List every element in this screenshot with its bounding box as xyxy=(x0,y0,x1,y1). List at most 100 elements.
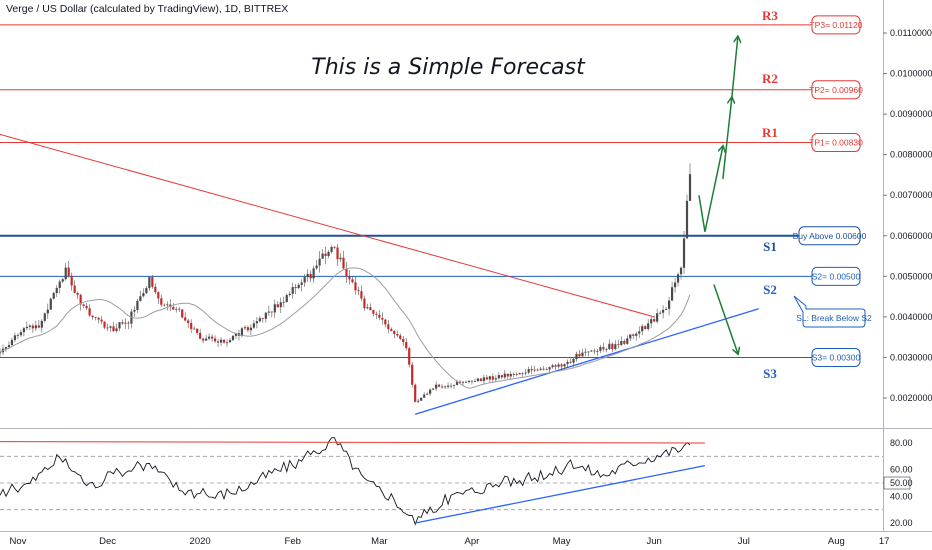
candle-body xyxy=(61,279,64,282)
candle-body xyxy=(647,323,650,330)
candle-body xyxy=(545,369,548,371)
candle-body xyxy=(569,361,572,363)
candle-body xyxy=(240,328,244,336)
candle-body xyxy=(656,313,659,322)
candle-body xyxy=(393,330,396,334)
candle-body xyxy=(49,298,52,310)
rsi-tick-label: 50.00 xyxy=(890,478,913,488)
candle-body xyxy=(34,325,37,329)
candle-body xyxy=(533,369,536,371)
candle-body xyxy=(291,287,294,294)
level-box-frame xyxy=(811,347,861,367)
candle-body xyxy=(542,368,545,370)
candle-body xyxy=(139,296,142,301)
resistance-trendline xyxy=(0,133,655,318)
candle-body xyxy=(154,286,157,293)
candle-body xyxy=(76,292,79,295)
candle-body xyxy=(572,359,575,363)
candle-body xyxy=(584,351,587,353)
level-box-frame xyxy=(811,266,861,286)
candle-body xyxy=(16,335,20,336)
candle-body xyxy=(267,311,270,313)
candle-body xyxy=(446,385,450,387)
candle-body xyxy=(124,322,127,324)
rsi-line xyxy=(0,437,691,526)
level-box-r3: TP3= 0.01120 xyxy=(809,15,863,35)
candle-body xyxy=(106,327,109,329)
time-tick-label: 17 xyxy=(879,536,890,547)
candle-body xyxy=(246,327,250,331)
candle-body xyxy=(575,353,578,360)
rsi-tick-label: 40.00 xyxy=(890,491,913,501)
candle-body xyxy=(37,325,40,328)
candle-body xyxy=(31,325,34,329)
candle-body xyxy=(210,336,214,339)
candle-body xyxy=(602,347,605,350)
candle-body xyxy=(306,273,309,278)
candle-body xyxy=(249,327,253,331)
candle-body xyxy=(440,386,444,388)
candle-body xyxy=(172,306,175,310)
candle-body xyxy=(333,246,336,248)
candle-body xyxy=(225,342,229,344)
candle-body xyxy=(402,339,405,343)
rsi-support-trendline xyxy=(415,465,706,524)
level-box-text: Buy Above 0.00600 xyxy=(793,231,867,241)
candle-body xyxy=(43,313,46,321)
candle-body xyxy=(184,317,187,321)
candle-body xyxy=(372,310,375,314)
candle-body xyxy=(7,345,11,348)
stop-loss-box: SL: Break Below S2 xyxy=(793,295,872,328)
candle-body xyxy=(213,338,217,342)
candle-body xyxy=(488,376,491,380)
candle-body xyxy=(497,375,500,379)
candle-body xyxy=(115,328,118,332)
candle-body xyxy=(127,322,130,324)
candle-body xyxy=(384,319,387,325)
candle-body xyxy=(548,367,551,370)
candle-body xyxy=(500,375,503,378)
candle-body xyxy=(46,309,49,314)
candle-body xyxy=(587,351,590,353)
candle-body xyxy=(264,312,267,319)
candle-body xyxy=(10,339,14,346)
candle-body xyxy=(473,380,477,382)
candle-body xyxy=(673,282,677,288)
level-label-s3: S3 xyxy=(763,366,777,381)
candle-body xyxy=(282,301,285,303)
candle-body xyxy=(482,377,485,381)
candle-body xyxy=(88,308,91,316)
candle-body xyxy=(405,342,408,349)
candle-body xyxy=(653,319,656,322)
candle-body xyxy=(479,378,483,381)
candle-body xyxy=(67,267,70,276)
candle-body xyxy=(330,246,333,252)
candle-body xyxy=(261,318,264,319)
candle-body xyxy=(426,393,429,395)
time-tick-label: Mar xyxy=(371,536,387,547)
candle-body xyxy=(351,279,354,283)
candle-body xyxy=(632,334,635,336)
candle-body xyxy=(285,294,288,302)
support-trendline xyxy=(415,308,759,415)
candle-body xyxy=(590,350,593,352)
candle-body xyxy=(133,310,136,312)
candle-body xyxy=(665,308,668,310)
candle-body xyxy=(506,373,509,377)
candle-body xyxy=(145,288,148,294)
level-box-s2: S2= 0.00500 xyxy=(811,266,861,286)
candle-body xyxy=(82,304,85,306)
candle-body xyxy=(566,361,569,365)
candle-body xyxy=(503,373,506,378)
candle-body xyxy=(476,378,480,381)
candle-body xyxy=(91,315,94,318)
candle-body xyxy=(279,302,282,308)
candle-body xyxy=(638,331,641,334)
level-box-s3: S3= 0.00300 xyxy=(811,347,861,367)
candle-body xyxy=(494,378,497,380)
candle-body xyxy=(300,282,303,285)
candle-body xyxy=(205,338,208,341)
